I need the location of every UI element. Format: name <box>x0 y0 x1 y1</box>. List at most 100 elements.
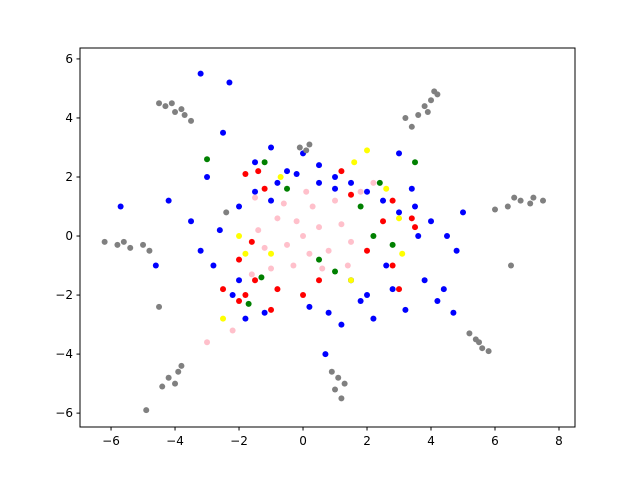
scatter-point <box>389 241 396 248</box>
scatter-point <box>440 286 447 293</box>
scatter-point <box>168 100 175 107</box>
scatter-point <box>402 114 409 121</box>
scatter-point <box>325 247 332 254</box>
scatter-point <box>274 179 281 186</box>
scatter-point <box>338 221 345 228</box>
scatter-point <box>389 286 396 293</box>
scatter-point <box>165 197 172 204</box>
scatter-point <box>344 262 351 269</box>
scatter-point <box>242 171 249 178</box>
scatter-point <box>156 303 163 310</box>
scatter-point <box>316 256 323 263</box>
scatter-point <box>450 309 457 316</box>
scatter-point <box>476 339 483 346</box>
scatter-point <box>364 188 371 195</box>
scatter-point <box>277 173 284 180</box>
scatter-point <box>248 238 255 245</box>
scatter-point <box>412 203 419 210</box>
scatter-point <box>178 106 185 113</box>
scatter-point <box>460 209 467 216</box>
x-tick-label: −6 <box>102 434 120 448</box>
y-tick-label: −2 <box>55 288 73 302</box>
scatter-point <box>261 185 268 192</box>
scatter-point <box>156 100 163 107</box>
scatter-point <box>504 203 511 210</box>
scatter-point <box>220 129 227 136</box>
y-tick-label: −4 <box>55 347 73 361</box>
scatter-point <box>485 348 492 355</box>
scatter-point <box>479 345 486 352</box>
scatter-point <box>204 173 211 180</box>
scatter-point <box>220 315 227 322</box>
scatter-point <box>428 218 435 225</box>
y-tick-label: 6 <box>65 52 73 66</box>
scatter-point <box>309 203 316 210</box>
scatter-point <box>258 274 265 281</box>
scatter-point <box>508 262 515 269</box>
scatter-point <box>252 194 259 201</box>
scatter-point <box>428 97 435 104</box>
scatter-point <box>293 218 300 225</box>
scatter-point <box>511 194 518 201</box>
scatter-point <box>306 303 313 310</box>
scatter-point <box>296 144 303 151</box>
scatter-point <box>152 262 159 269</box>
scatter-point <box>380 218 387 225</box>
scatter-point <box>357 297 364 304</box>
scatter-point <box>268 144 275 151</box>
scatter-point <box>364 292 371 299</box>
scatter-point <box>332 386 339 393</box>
scatter-point <box>412 224 419 231</box>
scatter-point <box>370 233 377 240</box>
scatter-point <box>408 185 415 192</box>
scatter-point <box>146 247 153 254</box>
scatter-point <box>165 374 172 381</box>
scatter-point <box>274 286 281 293</box>
y-tick-label: −6 <box>55 406 73 420</box>
scatter-point <box>252 159 259 166</box>
scatter-point <box>348 191 355 198</box>
scatter-point <box>236 256 243 263</box>
scatter-point <box>210 262 217 269</box>
scatter-point <box>127 244 134 251</box>
scatter-point <box>226 79 233 86</box>
scatter-point <box>357 188 364 195</box>
x-tick-label: 2 <box>363 434 371 448</box>
x-tick-label: 4 <box>427 434 435 448</box>
x-tick-label: −2 <box>230 434 248 448</box>
scatter-point <box>396 150 403 157</box>
scatter-point <box>328 368 335 375</box>
scatter-point <box>332 173 339 180</box>
scatter-point <box>274 215 281 222</box>
scatter-point <box>303 188 310 195</box>
scatter-point <box>268 197 275 204</box>
scatter-point <box>453 247 460 254</box>
x-tick-label: 6 <box>491 434 499 448</box>
axes-frame <box>79 47 576 428</box>
scatter-point <box>492 206 499 213</box>
scatter-point <box>284 168 291 175</box>
scatter-point <box>236 277 243 284</box>
scatter-point <box>261 159 268 166</box>
scatter-point <box>357 203 364 210</box>
scatter-point <box>242 292 249 299</box>
scatter-point <box>140 241 147 248</box>
scatter-point <box>306 141 313 148</box>
scatter-point <box>303 147 310 154</box>
scatter-point <box>325 309 332 316</box>
scatter-point <box>306 250 313 257</box>
scatter-point <box>434 297 441 304</box>
scatter-point <box>268 306 275 313</box>
scatter-point <box>245 300 252 307</box>
scatter-point <box>348 238 355 245</box>
scatter-point <box>284 241 291 248</box>
scatter-point <box>517 197 524 204</box>
scatter-point <box>412 159 419 166</box>
scatter-point <box>540 197 547 204</box>
scatter-point <box>162 103 169 110</box>
scatter-point <box>380 197 387 204</box>
scatter-point <box>216 227 223 234</box>
scatter-point <box>399 250 406 257</box>
scatter-point <box>527 200 534 207</box>
